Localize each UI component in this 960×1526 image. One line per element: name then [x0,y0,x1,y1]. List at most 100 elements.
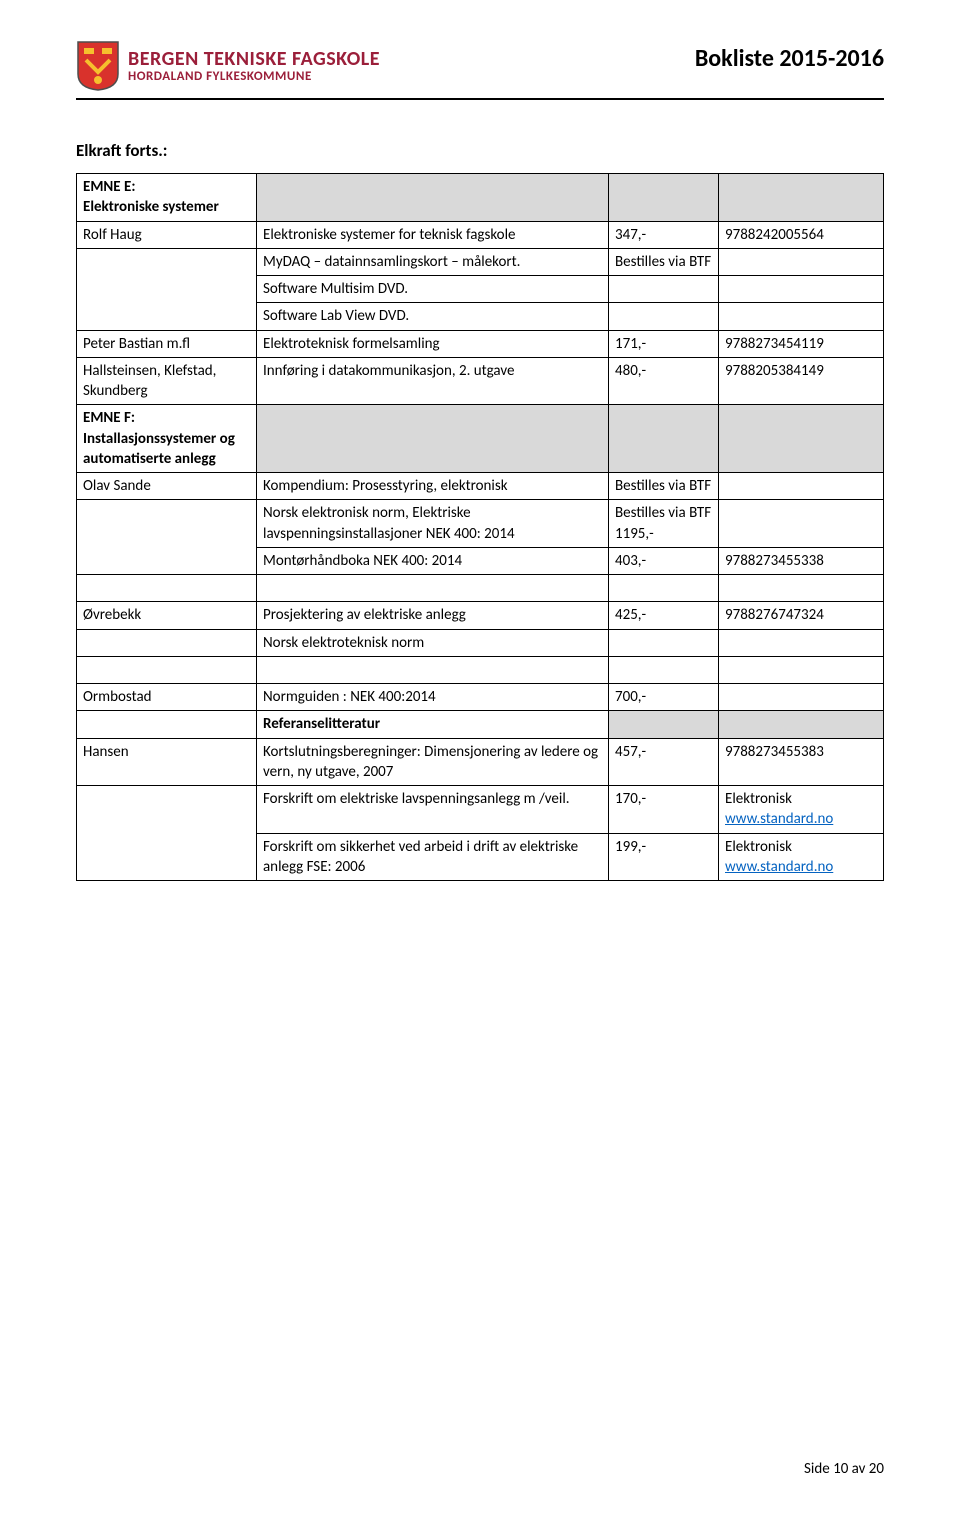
table-cell: Software Multisim DVD. [257,276,609,303]
table-cell [77,656,257,683]
org-title: BERGEN TEKNISKE FAGSKOLE [128,49,380,70]
table-cell [719,711,884,738]
table-cell: Normguiden : NEK 400:2014 [257,684,609,711]
table-cell: Øvrebekk [77,602,257,629]
table-cell: Peter Bastian m.fl [77,330,257,357]
page-footer: Side 10 av 20 [804,1460,884,1478]
logo-block: BERGEN TEKNISKE FAGSKOLE HORDALAND FYLKE… [76,40,380,92]
table-cell [257,405,609,473]
table-cell: 347,- [609,221,719,248]
table-cell [77,711,257,738]
table-cell: Elektroniskwww.standard.no [719,786,884,834]
table-cell: Kompendium: Prosesstyring, elektronisk [257,473,609,500]
table-row: Olav SandeKompendium: Prosesstyring, ele… [77,473,884,500]
table-cell [719,276,884,303]
table-cell: 9788273454119 [719,330,884,357]
table-cell [609,303,719,330]
content: Elkraft forts.: EMNE E:Elektroniske syst… [0,100,960,881]
table-cell [719,303,884,330]
table-cell [77,575,257,602]
table-row: Hallsteinsen, Klefstad, SkundbergInnføri… [77,357,884,405]
table-cell: Olav Sande [77,473,257,500]
table-cell [719,575,884,602]
table-cell: Elektroniskwww.standard.no [719,833,884,881]
table-cell: Norsk elektronisk norm, Elektriske lavsp… [257,500,609,548]
table-cell [257,656,609,683]
table-cell: 199,- [609,833,719,881]
table-cell [719,405,884,473]
table-cell: Norsk elektroteknisk norm [257,629,609,656]
table-row: OrmbostadNormguiden : NEK 400:2014700,- [77,684,884,711]
page-number: Side 10 av 20 [804,1460,884,1478]
shield-icon [76,40,120,92]
table-cell [77,629,257,656]
table-cell: 9788276747324 [719,602,884,629]
booklist-title: Bokliste 2015-2016 [695,40,884,73]
table-cell: Montørhåndboka NEK 400: 2014 [257,547,609,574]
table-cell: Bestilles via BTF [609,473,719,500]
book-table: EMNE E:Elektroniske systemerRolf HaugEle… [76,173,884,881]
table-cell [609,711,719,738]
org-text: BERGEN TEKNISKE FAGSKOLE HORDALAND FYLKE… [128,49,380,84]
table-row: Norsk elektronisk norm, Elektriske lavsp… [77,500,884,548]
table-cell [257,575,609,602]
table-cell: 457,- [609,738,719,786]
table-row: Peter Bastian m.flElektroteknisk formels… [77,330,884,357]
table-cell: EMNE F:Installasjonssystemer og automati… [77,405,257,473]
table-row: Forskrift om elektriske lavspenningsanle… [77,786,884,834]
table-cell: Bestilles via BTF1195,- [609,500,719,548]
table-cell: 170,- [609,786,719,834]
table-cell: Prosjektering av elektriske anlegg [257,602,609,629]
table-cell [609,405,719,473]
table-row: Rolf HaugElektroniske systemer for tekni… [77,221,884,248]
org-subtitle: HORDALAND FYLKESKOMMUNE [128,70,380,84]
table-row: MyDAQ – datainnsamlingskort – målekort.B… [77,248,884,275]
table-cell [719,248,884,275]
table-cell: Hallsteinsen, Klefstad, Skundberg [77,357,257,405]
table-cell: 425,- [609,602,719,629]
table-cell: Ormbostad [77,684,257,711]
table-cell: EMNE E:Elektroniske systemer [77,174,257,222]
table-row: EMNE F:Installasjonssystemer og automati… [77,405,884,473]
table-cell: Bestilles via BTF [609,248,719,275]
table-cell: 480,- [609,357,719,405]
table-row: HansenKortslutningsberegninger: Dimensjo… [77,738,884,786]
table-cell: 9788242005564 [719,221,884,248]
table-cell [609,656,719,683]
table-cell: 171,- [609,330,719,357]
section-heading: Elkraft forts.: [76,140,884,161]
table-cell: Innføring i datakommunikasjon, 2. utgave [257,357,609,405]
table-cell: Software Lab View DVD. [257,303,609,330]
table-cell [719,629,884,656]
table-cell [719,684,884,711]
table-cell [609,629,719,656]
table-cell: Forskrift om elektriske lavspenningsanle… [257,786,609,834]
table-cell [719,174,884,222]
table-row [77,656,884,683]
table-cell: 9788205384149 [719,357,884,405]
table-row: ØvrebekkProsjektering av elektriske anle… [77,602,884,629]
table-cell [719,500,884,548]
table-cell: Referanselitteratur [257,711,609,738]
table-cell: Rolf Haug [77,221,257,248]
table-cell: 403,- [609,547,719,574]
table-row: Norsk elektroteknisk norm [77,629,884,656]
table-cell: Kortslutningsberegninger: Dimensjonering… [257,738,609,786]
table-cell [719,656,884,683]
table-row [77,575,884,602]
table-cell: Forskrift om sikkerhet ved arbeid i drif… [257,833,609,881]
table-cell [719,473,884,500]
table-cell [77,500,257,575]
table-cell [609,575,719,602]
table-cell: 700,- [609,684,719,711]
page-header: BERGEN TEKNISKE FAGSKOLE HORDALAND FYLKE… [0,0,960,92]
table-cell [77,248,257,330]
table-cell: Elektroniske systemer for teknisk fagsko… [257,221,609,248]
table-cell [609,174,719,222]
table-cell [77,786,257,881]
table-cell [609,276,719,303]
table-cell: 9788273455338 [719,547,884,574]
table-cell: MyDAQ – datainnsamlingskort – målekort. [257,248,609,275]
table-cell: 9788273455383 [719,738,884,786]
table-cell: Hansen [77,738,257,786]
